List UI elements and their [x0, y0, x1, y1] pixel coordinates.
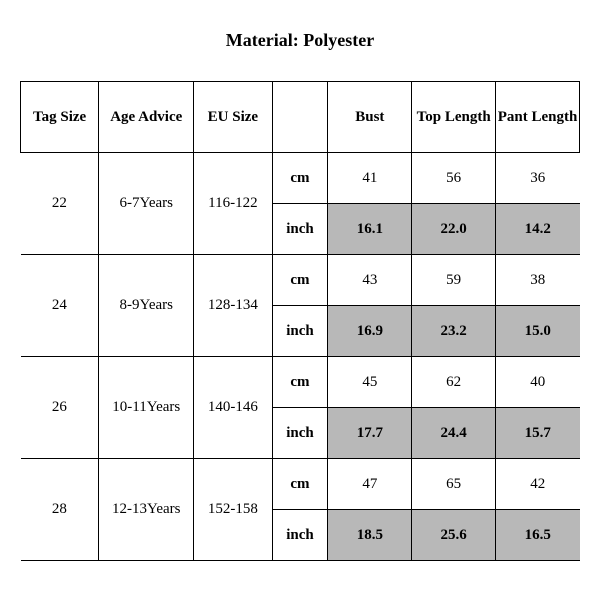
cell-unit-inch: inch [272, 408, 328, 459]
cell-tag-size: 24 [21, 255, 99, 357]
cell-bust: 17.7 [328, 408, 412, 459]
cell-bust: 18.5 [328, 510, 412, 561]
col-pant-length: Pant Length [496, 82, 580, 153]
cell-unit-inch: inch [272, 306, 328, 357]
cell-top-length: 23.2 [412, 306, 496, 357]
cell-unit-inch: inch [272, 510, 328, 561]
table-row: 26 10-11Years 140-146 cm 45 62 40 [21, 357, 580, 408]
cell-tag-size: 26 [21, 357, 99, 459]
col-age-advice: Age Advice [99, 82, 194, 153]
cell-pant-length: 38 [496, 255, 580, 306]
col-bust: Bust [328, 82, 412, 153]
cell-pant-length: 36 [496, 153, 580, 204]
cell-eu-size: 152-158 [194, 459, 272, 561]
cell-pant-length: 15.0 [496, 306, 580, 357]
cell-age-advice: 8-9Years [99, 255, 194, 357]
cell-pant-length: 16.5 [496, 510, 580, 561]
cell-bust: 16.9 [328, 306, 412, 357]
cell-age-advice: 10-11Years [99, 357, 194, 459]
cell-pant-length: 15.7 [496, 408, 580, 459]
cell-pant-length: 42 [496, 459, 580, 510]
col-unit [272, 82, 328, 153]
cell-bust: 41 [328, 153, 412, 204]
cell-pant-length: 40 [496, 357, 580, 408]
cell-top-length: 24.4 [412, 408, 496, 459]
cell-tag-size: 28 [21, 459, 99, 561]
cell-top-length: 56 [412, 153, 496, 204]
cell-age-advice: 12-13Years [99, 459, 194, 561]
table-row: 22 6-7Years 116-122 cm 41 56 36 [21, 153, 580, 204]
cell-bust: 47 [328, 459, 412, 510]
col-top-length: Top Length [412, 82, 496, 153]
cell-unit-cm: cm [272, 255, 328, 306]
col-eu-size: EU Size [194, 82, 272, 153]
cell-unit-cm: cm [272, 459, 328, 510]
table-row: 28 12-13Years 152-158 cm 47 65 42 [21, 459, 580, 510]
cell-eu-size: 140-146 [194, 357, 272, 459]
col-tag-size: Tag Size [21, 82, 99, 153]
cell-top-length: 62 [412, 357, 496, 408]
cell-unit-cm: cm [272, 357, 328, 408]
cell-eu-size: 128-134 [194, 255, 272, 357]
cell-top-length: 59 [412, 255, 496, 306]
page-title: Material: Polyester [20, 30, 580, 51]
cell-tag-size: 22 [21, 153, 99, 255]
cell-unit-inch: inch [272, 204, 328, 255]
table-header-row: Tag Size Age Advice EU Size Bust Top Len… [21, 82, 580, 153]
table-row: 24 8-9Years 128-134 cm 43 59 38 [21, 255, 580, 306]
cell-bust: 43 [328, 255, 412, 306]
cell-pant-length: 14.2 [496, 204, 580, 255]
cell-eu-size: 116-122 [194, 153, 272, 255]
cell-age-advice: 6-7Years [99, 153, 194, 255]
cell-bust: 16.1 [328, 204, 412, 255]
cell-unit-cm: cm [272, 153, 328, 204]
cell-top-length: 22.0 [412, 204, 496, 255]
cell-bust: 45 [328, 357, 412, 408]
cell-top-length: 25.6 [412, 510, 496, 561]
size-table: Tag Size Age Advice EU Size Bust Top Len… [20, 81, 580, 561]
cell-top-length: 65 [412, 459, 496, 510]
